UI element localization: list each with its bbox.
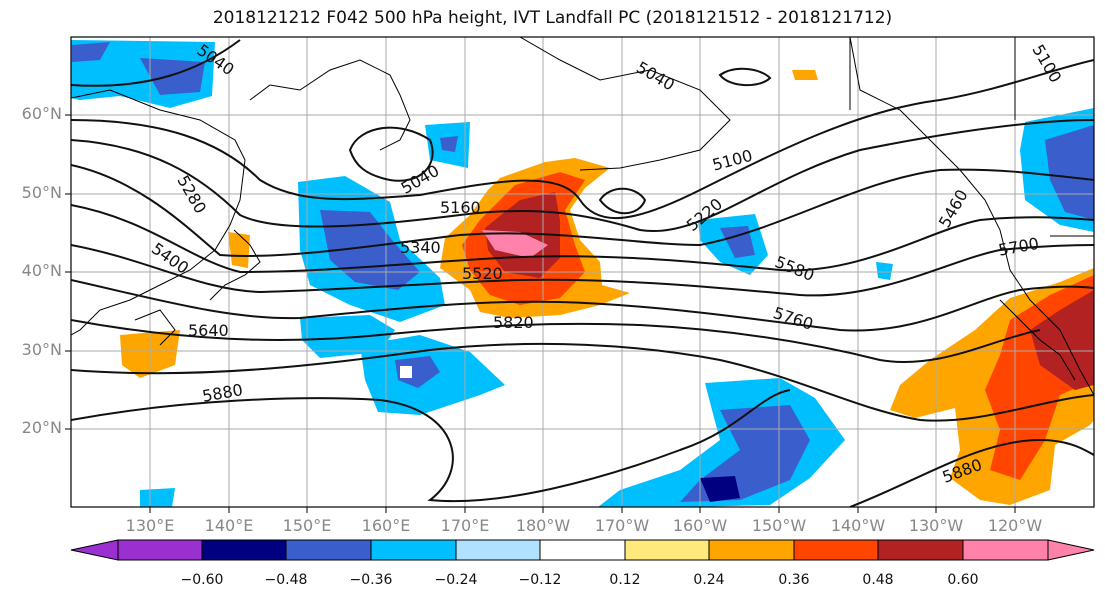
- colorbar-swatch: [793, 539, 879, 561]
- colorbar-tick-label: −0.48: [264, 572, 308, 588]
- shading-pnw-darkblue: [1045, 125, 1094, 220]
- map-title: 2018121212 F042 500 hPa height, IVT Land…: [212, 8, 893, 28]
- shading-alaska-orange: [792, 70, 818, 80]
- colorbar-tick-label: 0.24: [693, 572, 725, 588]
- lon-label: 120°W: [987, 516, 1043, 535]
- colorbar-tick-label: −0.24: [434, 572, 478, 588]
- colorbar-tick-label: 0.36: [778, 572, 810, 588]
- contour-label: 5160: [440, 198, 481, 217]
- shading-west-pacific-darkblue: [320, 210, 420, 290]
- colorbar-swatch: [117, 539, 203, 561]
- lon-label: 150°E: [282, 516, 332, 535]
- colorbar-low-extension: [70, 539, 119, 561]
- shading-subtropic-darkblue: [395, 356, 440, 388]
- lon-label: 160°W: [672, 516, 728, 535]
- lon-label: 140°E: [204, 516, 254, 535]
- colorbar-swatch: [370, 539, 457, 561]
- shading-ar-pink: [482, 230, 548, 258]
- lon-label: 140°W: [830, 516, 886, 535]
- colorbar-high-extension: [1047, 539, 1095, 561]
- lat-label: 20°N: [21, 418, 62, 437]
- lon-label: 170°W: [594, 516, 650, 535]
- tick-marks: [65, 114, 1016, 513]
- colorbar-swatch: [285, 539, 372, 561]
- lat-label: 60°N: [21, 104, 62, 123]
- lon-label: 160°E: [361, 516, 411, 535]
- lon-label: 170°E: [440, 516, 490, 535]
- colorbar-tick-label: 0.60: [947, 572, 979, 588]
- contour-label: 5520: [462, 264, 503, 283]
- shading-kuril-darkblue: [440, 136, 458, 152]
- colorbar-swatch: [624, 539, 710, 561]
- lat-label: 40°N: [21, 261, 62, 280]
- shading-hole: [400, 366, 412, 378]
- shading-south-blue: [140, 488, 175, 507]
- colorbar: [70, 539, 1095, 561]
- height-contours: [71, 39, 1094, 507]
- colorbar-tick-label: 0.12: [609, 572, 641, 588]
- lon-label: 130°W: [908, 516, 964, 535]
- colorbar-tick-label: 0.48: [862, 572, 894, 588]
- lon-label: 130°E: [125, 516, 175, 535]
- contour-label: 5820: [493, 313, 534, 332]
- colorbar-swatch: [877, 539, 964, 561]
- lon-label: 180°W: [515, 516, 571, 535]
- shading-hawaii-navy: [700, 476, 740, 502]
- shading-small-blue: [876, 262, 893, 280]
- graticule: [71, 37, 1094, 507]
- contour-label: 5640: [188, 321, 229, 340]
- lat-label: 30°N: [21, 340, 62, 359]
- lat-label: 50°N: [21, 183, 62, 202]
- colorbar-swatch: [201, 539, 287, 561]
- colorbar-tick-label: −0.60: [180, 572, 224, 588]
- colorbar-swatch: [539, 539, 626, 561]
- colorbar-tick-label: −0.12: [518, 572, 562, 588]
- colorbar-swatch: [962, 539, 1049, 561]
- shading-japan-orange: [228, 232, 250, 268]
- shading-nw-darkblue: [140, 58, 205, 95]
- colorbar-swatch: [455, 539, 541, 561]
- shading-nw-darkblue-2: [72, 42, 110, 62]
- colorbar-tick-label: −0.36: [349, 572, 393, 588]
- lon-label: 150°W: [751, 516, 807, 535]
- colorbar-swatch: [708, 539, 795, 561]
- contour-label: 5340: [400, 238, 441, 257]
